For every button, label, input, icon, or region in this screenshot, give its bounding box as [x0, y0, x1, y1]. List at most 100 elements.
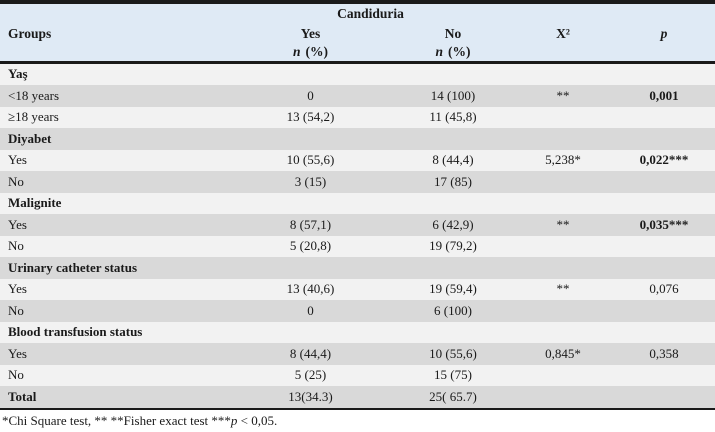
- table-row: Yaş: [0, 62, 715, 85]
- no-value-cell: 8 (44,4): [432, 152, 474, 168]
- header-spacer: [513, 44, 613, 62]
- yes-value-cell: 5 (20,8): [289, 238, 332, 254]
- table-row: Diyabet: [0, 128, 715, 150]
- p-value-cell: [613, 322, 715, 344]
- row-label-cell: Malignite: [8, 195, 62, 211]
- footnote-prefix: *Chi Square test, ** **Fisher exact test…: [2, 412, 231, 428]
- p-value-cell: [613, 386, 715, 409]
- chi-square-value-cell: [513, 128, 613, 150]
- table-row: No 5 (25) 15 (75): [0, 364, 715, 387]
- row-label-cell: ≥18 years: [8, 109, 59, 125]
- p-value-cell: [613, 365, 715, 387]
- header-spacer: [0, 4, 228, 23]
- table-row: Yes 8 (57,1) 6 (42,9) ** 0,035***: [0, 214, 715, 236]
- column-header-p: p: [660, 25, 668, 41]
- chi-square-value-cell: [513, 257, 613, 279]
- table-row: No 0 6 (100): [0, 300, 715, 322]
- row-label-cell: No: [8, 302, 24, 318]
- no-value-cell: [393, 193, 513, 215]
- n-percent-header-yes: n (%): [228, 44, 393, 62]
- chi-square-value-cell: [513, 365, 613, 387]
- table-row: No 3 (15) 17 (85): [0, 171, 715, 193]
- table-row: Yes 10 (55,6) 8 (44,4) 5,238* 0,022***: [0, 149, 715, 171]
- header-row-n-pct: n (%) n (%): [0, 44, 715, 62]
- table-row: Malignite: [0, 192, 715, 215]
- p-value-cell: [613, 236, 715, 258]
- no-value-cell: 19 (79,2): [429, 238, 477, 254]
- pct-label: (%): [305, 44, 329, 60]
- p-value-cell: 0,022***: [639, 152, 689, 168]
- header-spacer: [513, 4, 613, 23]
- chi-square-value-cell: **: [556, 281, 570, 297]
- chi-square-value-cell: [513, 193, 613, 215]
- p-value-cell: [613, 193, 715, 215]
- yes-value-cell: 3 (15): [294, 173, 327, 189]
- p-value-cell: [613, 300, 715, 322]
- n-label: n: [292, 44, 301, 60]
- chi-square-value-cell: **: [556, 216, 570, 232]
- row-label-cell: <18 years: [8, 87, 60, 103]
- no-value-cell: 6 (100): [434, 302, 472, 318]
- header-row-columns: Groups Yes No X² p: [0, 23, 715, 44]
- no-value-cell: 10 (55,6): [429, 345, 477, 361]
- table-row: ≥18 years 13 (54,2) 11 (45,8): [0, 106, 715, 129]
- header-spacer: [613, 44, 715, 62]
- no-value-cell: 15 (75): [434, 367, 472, 383]
- chi-square-value-cell: 0,845*: [545, 345, 581, 361]
- table-row: Blood transfusion status: [0, 321, 715, 344]
- row-label-cell: Urinary catheter status: [8, 259, 138, 275]
- column-header-no: No: [444, 25, 462, 41]
- no-value-cell: 17 (85): [434, 173, 472, 189]
- p-value-cell: 0,035***: [639, 216, 689, 232]
- row-label-cell: No: [8, 367, 24, 383]
- row-label-cell: No: [8, 238, 24, 254]
- table-title-candiduria: Candiduria: [337, 5, 404, 21]
- header-spacer: [0, 44, 228, 62]
- p-value-cell: 0,001: [649, 87, 679, 103]
- footnote-p-symbol: p: [230, 412, 238, 428]
- yes-value-cell: [228, 62, 393, 85]
- footnote-suffix: < 0,05.: [237, 412, 278, 428]
- table-row: Urinary catheter status: [0, 257, 715, 279]
- chi-square-value-cell: [513, 107, 613, 129]
- pct-label: (%): [448, 44, 471, 60]
- no-value-cell: [393, 128, 513, 150]
- row-label-cell: Blood transfusion status: [8, 324, 143, 340]
- chi-square-value-cell: [513, 386, 613, 409]
- table-footnote: *Chi Square test, ** **Fisher exact test…: [0, 409, 715, 429]
- table-row-total: Total 13(34.3) 25( 65.7): [0, 386, 715, 409]
- table-row: Yes 8 (44,4) 10 (55,6) 0,845* 0,358: [0, 343, 715, 365]
- chi-square-value-cell: [513, 62, 613, 85]
- yes-value-cell: [228, 322, 393, 344]
- table-row: No 5 (20,8) 19 (79,2): [0, 235, 715, 258]
- no-value-cell: 25( 65.7): [429, 388, 477, 404]
- chi-square-value-cell: [513, 300, 613, 322]
- row-label-cell: No: [8, 173, 24, 189]
- row-label-cell: Yes: [8, 216, 27, 232]
- column-header-yes: Yes: [300, 25, 321, 41]
- no-value-cell: [393, 62, 513, 85]
- column-header-chi-square: X²: [556, 25, 570, 41]
- yes-value-cell: [228, 128, 393, 150]
- chi-square-value-cell: [513, 322, 613, 344]
- p-value-cell: 0,358: [649, 345, 679, 361]
- row-label-cell: Total: [8, 388, 37, 404]
- no-value-cell: 6 (42,9): [432, 216, 474, 232]
- row-label-cell: Diyabet: [8, 130, 52, 146]
- no-value-cell: 14 (100): [430, 87, 476, 103]
- no-value-cell: [393, 257, 513, 279]
- header-row-span: Candiduria: [0, 4, 715, 23]
- p-value-cell: [613, 171, 715, 193]
- no-value-cell: 19 (59,4): [429, 281, 477, 297]
- chi-square-value-cell: 5,238*: [545, 152, 581, 168]
- row-label-cell: Yes: [8, 152, 27, 168]
- yes-value-cell: 5 (25): [294, 367, 327, 383]
- column-header-groups: Groups: [8, 25, 52, 41]
- candiduria-table: Candiduria Groups Yes No X² p n (%) n (%): [0, 4, 715, 410]
- chi-square-value-cell: [513, 171, 613, 193]
- yes-value-cell: 13 (40,6): [286, 281, 335, 297]
- table-top-rule: [0, 0, 715, 4]
- yes-value-cell: 0: [307, 87, 314, 103]
- table-header: Candiduria Groups Yes No X² p n (%) n (%): [0, 4, 715, 62]
